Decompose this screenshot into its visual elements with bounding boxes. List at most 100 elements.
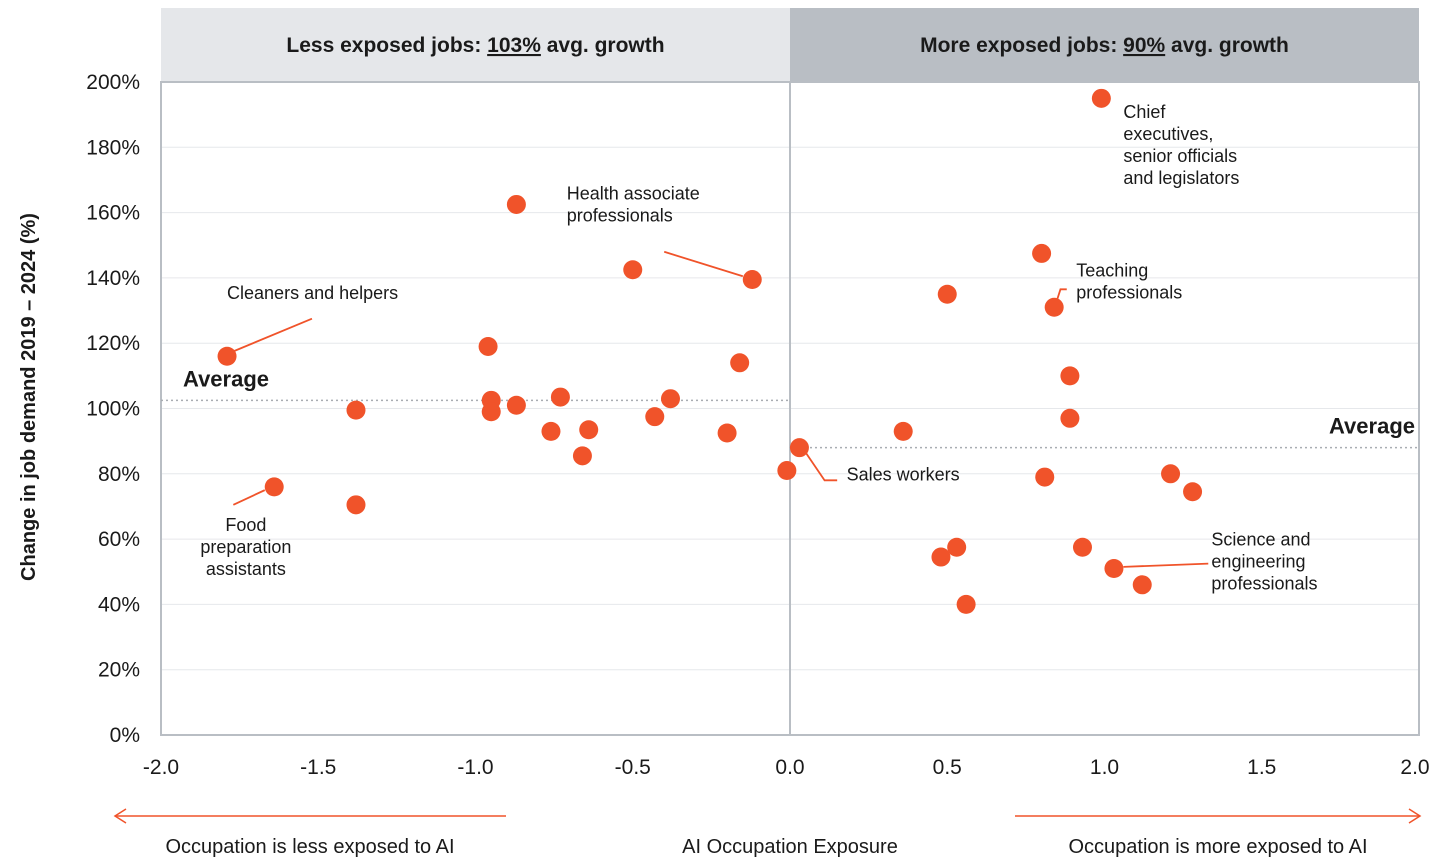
band-left-value: 103% [487,34,541,57]
data-point [947,537,967,557]
x-tick-label: 1.5 [1247,756,1276,779]
y-tick-label: 160% [86,202,140,225]
data-point [937,284,957,304]
band-right-suffix: avg. growth [1165,34,1289,57]
annotation-line: and legislators [1123,168,1239,188]
annotation-leaders [232,250,1209,568]
y-tick-label: 140% [86,267,140,290]
annotation-line: Food [225,515,266,535]
y-axis-label: Change in job demand 2019 – 2024 (%) [18,213,40,581]
data-point [1104,558,1124,578]
data-point [893,421,913,441]
leader-line [232,489,266,506]
data-point [346,495,366,515]
annotation-label: Teaching professionals [1076,260,1182,302]
band-right-prefix: More exposed jobs: [920,34,1123,57]
band-left-prefix: Less exposed jobs: [286,34,487,57]
annotation-line: Teaching [1076,260,1148,280]
annotation-line: Health associate [567,184,700,204]
left-arrow-label: Occupation is less exposed to AI [165,836,454,858]
y-tick-label: 80% [98,463,140,486]
y-tick-label: 180% [86,136,140,159]
leader-line [1123,562,1209,568]
data-point [1161,464,1181,484]
x-tick-label: 0.0 [775,756,804,779]
y-tick-label: 20% [98,659,140,682]
data-point [550,387,570,407]
data-point [1072,537,1092,557]
annotation-line: Science and [1211,530,1310,550]
data-point [541,421,561,441]
annotation-label: Health associate professionals [567,184,700,226]
x-tick-label: 1.0 [1090,756,1119,779]
data-point [478,336,498,356]
band-left [161,8,790,82]
data-point [264,477,284,497]
y-tick-label: 100% [86,398,140,421]
annotation-label: Chief executives, senior officials and legi… [1123,102,1239,188]
x-axis-label: AI Occupation Exposure [682,836,898,858]
data-point [506,194,526,214]
annotations: Chief executives, senior officials and legi… [200,102,1317,594]
data-point [1060,366,1080,386]
y-tick-label: 0% [110,724,140,747]
x-axis-ticks: -2.0 -1.5 -1.0 -0.5 0.0 0.5 1.0 1.5 2.0 [143,756,1430,779]
right-arrow-head [1408,808,1422,824]
band-left-suffix: avg. growth [541,34,665,57]
band-right-value: 90% [1123,34,1165,57]
plot-frame [160,81,1420,736]
data-point [1044,297,1064,317]
data-point [623,260,643,280]
x-tick-label: -1.5 [300,756,336,779]
data-point [1060,408,1080,428]
y-tick-label: 120% [86,332,140,355]
x-tick-label: -0.5 [615,756,651,779]
y-axis-ticks: 0% 20% 40% 60% 80% 100% 120% 140% 160% 180% 200% [86,71,140,747]
data-point [742,270,762,290]
annotation-label: Food preparation assistants [200,515,291,579]
data-point [346,400,366,420]
leader-line [232,317,313,353]
data-point [572,446,592,466]
data-point [1091,88,1111,108]
data-point [660,389,680,409]
data-point [579,420,599,440]
exposure-arrows: Occupation is less exposed to AI Occupati… [113,808,1422,858]
average-lines: Average Average [161,366,1419,449]
annotation-line: professionals [1211,574,1317,594]
x-tick-label: -1.0 [457,756,493,779]
right-arrow-label: Occupation is more exposed to AI [1068,836,1367,858]
band-left-title: Less exposed jobs: 103% avg. growth [286,34,664,57]
data-point [1132,575,1152,595]
band-right-title: More exposed jobs: 90% avg. growth [920,34,1289,57]
leader-line [663,250,744,278]
y-tick-label: 60% [98,528,140,551]
data-point [931,547,951,567]
data-point [956,594,976,614]
data-points [217,88,1203,614]
annotation-line: professionals [567,206,673,226]
annotation-label: Sales workers [847,464,960,484]
x-tick-label: -2.0 [143,756,179,779]
annotation-label: Cleaners and helpers [227,283,398,303]
left-arrow-head [113,808,127,824]
leader-line [1056,288,1067,300]
data-point [1032,243,1052,263]
data-point [730,353,750,373]
annotation-line: Sales workers [847,464,960,484]
data-point [506,395,526,415]
average-label: Average [183,366,269,391]
y-tick-label: 200% [86,71,140,94]
x-tick-label: 2.0 [1400,756,1429,779]
annotation-label: Science and engineering professionals [1211,530,1317,594]
data-point [777,461,797,481]
data-point [1035,467,1055,487]
annotation-line: executives, [1123,124,1213,144]
y-tick-label: 40% [98,593,140,616]
data-point [789,438,809,458]
leader-line [804,452,838,482]
annotation-line: preparation [200,537,291,557]
annotation-line: assistants [206,559,286,579]
annotation-line: professionals [1076,282,1182,302]
data-point [1183,482,1203,502]
